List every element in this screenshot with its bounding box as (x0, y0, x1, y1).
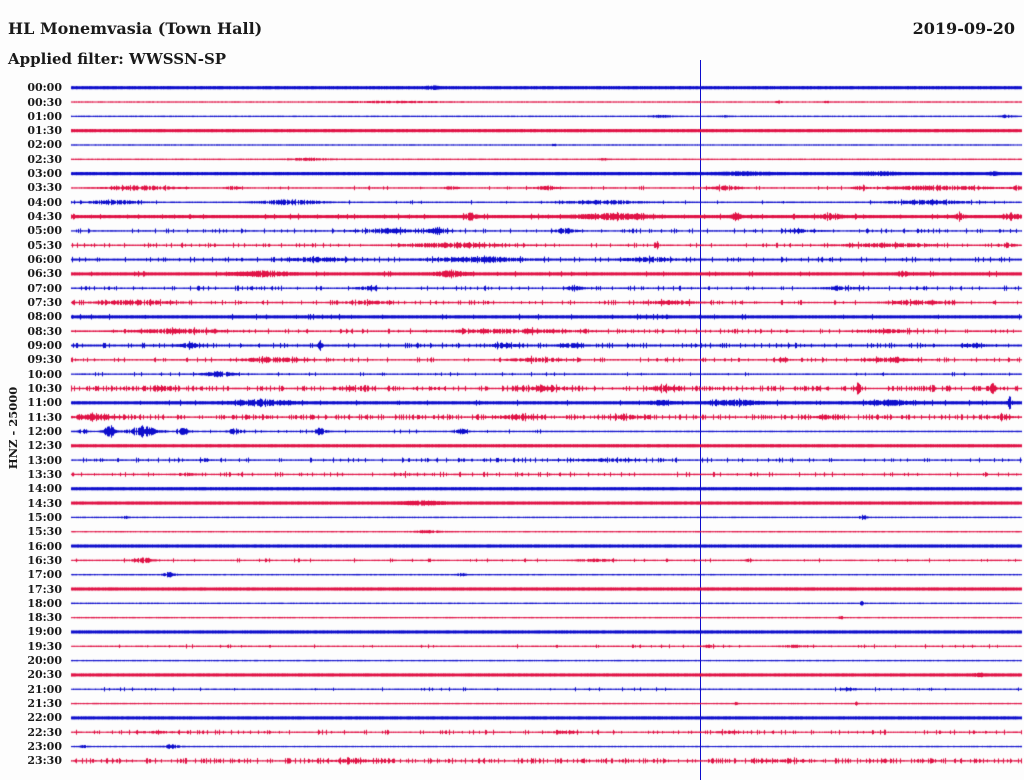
helicorder-page: HL Monemvasia (Town Hall) 2019-09-20 App… (0, 0, 1024, 780)
seismogram-canvas (0, 0, 1024, 780)
